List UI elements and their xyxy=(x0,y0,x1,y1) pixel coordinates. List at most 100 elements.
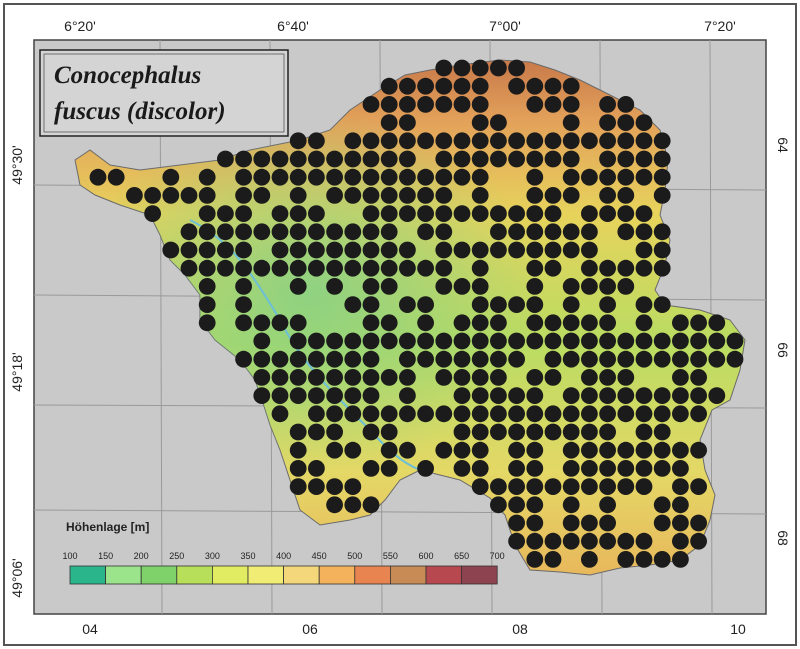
occurrence-dot xyxy=(672,369,689,386)
occurrence-dot xyxy=(617,532,635,550)
legend-tick-label: 450 xyxy=(312,551,327,561)
occurrence-dot xyxy=(617,132,635,150)
occurrence-dot xyxy=(581,314,598,332)
occurrence-dot xyxy=(471,460,489,477)
occurrence-dot xyxy=(162,241,180,259)
occurrence-dot xyxy=(562,514,580,532)
occurrence-dot xyxy=(508,496,525,514)
occurrence-dot xyxy=(562,168,580,186)
occurrence-dot xyxy=(726,332,744,350)
occurrence-dot xyxy=(308,132,325,150)
occurrence-dot xyxy=(635,460,653,477)
occurrence-dot xyxy=(380,314,398,332)
legend-color-swatch xyxy=(389,565,427,585)
occurrence-dot xyxy=(362,405,380,423)
occurrence-dot xyxy=(289,332,307,350)
occurrence-dot xyxy=(544,332,562,350)
occurrence-dot xyxy=(362,205,380,223)
occurrence-dot xyxy=(198,241,216,259)
occurrence-dot xyxy=(435,168,453,186)
occurrence-dot xyxy=(380,369,398,386)
occurrence-dot xyxy=(399,259,416,277)
occurrence-dot xyxy=(562,496,580,514)
occurrence-dot xyxy=(289,168,307,186)
occurrence-dot xyxy=(417,132,434,150)
occurrence-dot xyxy=(581,223,598,241)
occurrence-dot xyxy=(544,532,562,550)
occurrence-dot xyxy=(581,514,598,532)
occurrence-dot xyxy=(417,96,434,113)
occurrence-dot xyxy=(326,168,343,186)
occurrence-dot xyxy=(653,405,671,423)
occurrence-dot xyxy=(544,132,562,150)
occurrence-dot xyxy=(544,423,562,441)
occurrence-dot xyxy=(526,223,544,241)
occurrence-dot xyxy=(235,205,253,223)
occurrence-dot xyxy=(690,405,707,423)
occurrence-dot xyxy=(635,132,653,150)
occurrence-dot xyxy=(599,296,616,313)
occurrence-dot xyxy=(544,241,562,259)
occurrence-dot xyxy=(581,387,598,404)
longitude-label: 7°00' xyxy=(489,18,521,34)
occurrence-dot xyxy=(599,405,616,423)
occurrence-dot xyxy=(344,259,362,277)
occurrence-dot xyxy=(562,423,580,441)
occurrence-dot xyxy=(453,423,471,441)
occurrence-dot xyxy=(508,59,525,77)
occurrence-dot xyxy=(362,387,380,404)
occurrence-dot xyxy=(599,350,616,368)
occurrence-dot xyxy=(599,259,616,277)
occurrence-dot xyxy=(581,478,598,495)
occurrence-dot xyxy=(326,150,343,168)
occurrence-dot xyxy=(508,332,525,350)
occurrence-dot xyxy=(508,405,525,423)
occurrence-dot xyxy=(635,387,653,404)
occurrence-dot xyxy=(417,168,434,186)
occurrence-dot xyxy=(435,205,453,223)
occurrence-dot xyxy=(471,77,489,95)
occurrence-dot xyxy=(453,314,471,332)
occurrence-dot xyxy=(471,187,489,204)
occurrence-dot xyxy=(490,369,507,386)
occurrence-dot xyxy=(198,296,216,313)
occurrence-dot xyxy=(562,405,580,423)
occurrence-dot xyxy=(490,496,507,514)
occurrence-dot xyxy=(308,405,325,423)
occurrence-dot xyxy=(289,150,307,168)
occurrence-dot xyxy=(344,187,362,204)
occurrence-dot xyxy=(471,205,489,223)
occurrence-dot xyxy=(599,532,616,550)
occurrence-dot xyxy=(508,350,525,368)
occurrence-dot xyxy=(289,278,307,295)
occurrence-dot xyxy=(490,387,507,404)
occurrence-dot xyxy=(253,387,271,404)
occurrence-dot xyxy=(326,478,343,495)
occurrence-dot xyxy=(235,278,253,295)
occurrence-dot xyxy=(599,478,616,495)
occurrence-dot xyxy=(344,405,362,423)
occurrence-dot xyxy=(217,223,234,241)
occurrence-dot xyxy=(271,150,289,168)
occurrence-dot xyxy=(344,496,362,514)
occurrence-dot xyxy=(617,96,635,113)
occurrence-dot xyxy=(198,259,216,277)
occurrence-dot xyxy=(399,387,416,404)
occurrence-dot xyxy=(308,259,325,277)
occurrence-dot xyxy=(562,387,580,404)
occurrence-dot xyxy=(235,296,253,313)
occurrence-dot xyxy=(362,187,380,204)
occurrence-dot xyxy=(471,132,489,150)
occurrence-dot xyxy=(690,314,707,332)
occurrence-dot xyxy=(435,241,453,259)
occurrence-dot xyxy=(235,314,253,332)
occurrence-dot xyxy=(308,350,325,368)
occurrence-dot xyxy=(581,369,598,386)
occurrence-dots xyxy=(89,59,744,568)
occurrence-dot xyxy=(399,350,416,368)
occurrence-dot xyxy=(326,387,343,404)
occurrence-dot xyxy=(653,296,671,313)
occurrence-dot xyxy=(635,532,653,550)
occurrence-dot xyxy=(453,350,471,368)
legend-color-bar xyxy=(69,565,498,585)
